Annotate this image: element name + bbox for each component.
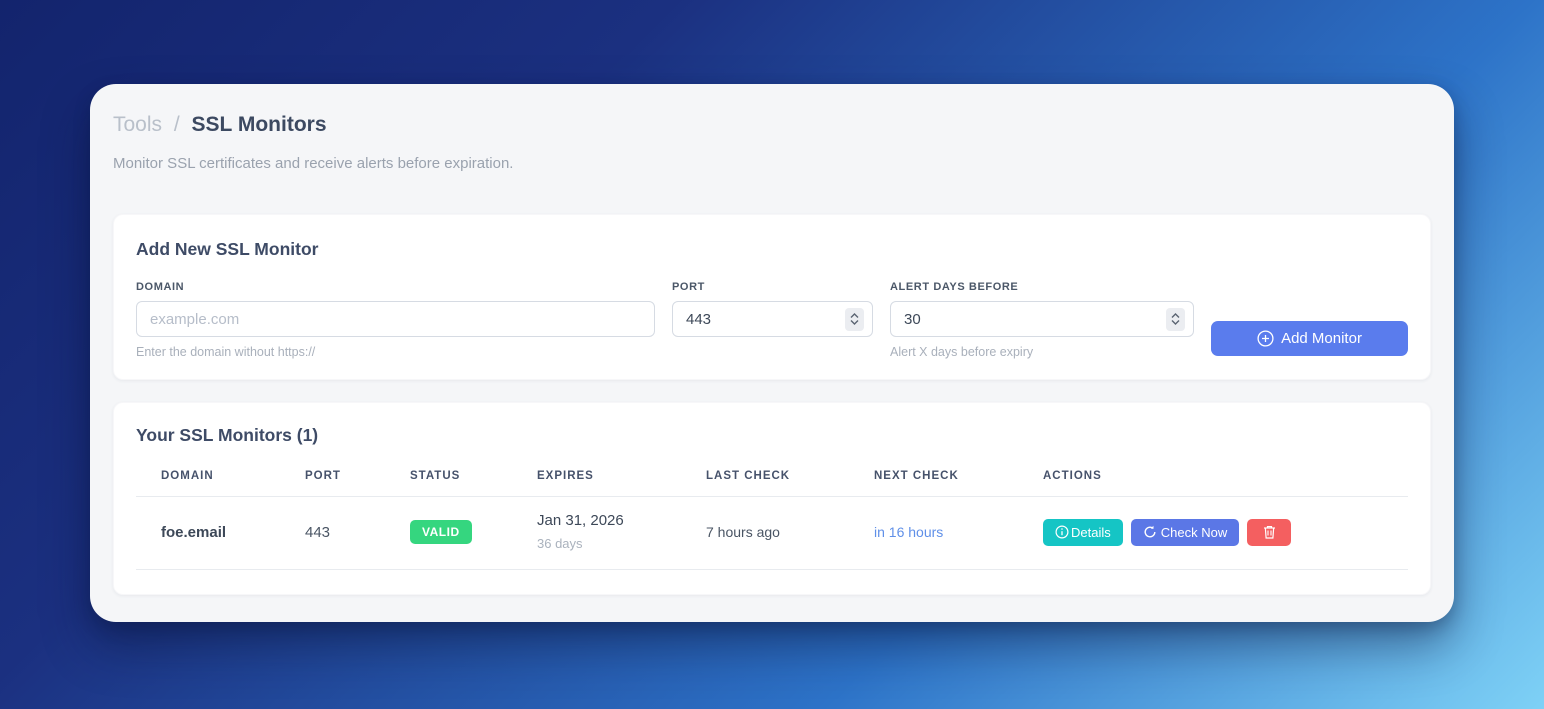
table-row: foe.email 443 VALID Jan 31, 2026 36 days… bbox=[136, 496, 1408, 570]
breadcrumb: Tools / SSL Monitors bbox=[113, 112, 1431, 138]
alert-days-input[interactable] bbox=[904, 310, 1166, 328]
check-now-button-label: Check Now bbox=[1160, 524, 1228, 540]
col-header-next-check: NEXT CHECK bbox=[874, 464, 1043, 497]
circle-plus-icon bbox=[1257, 330, 1274, 347]
col-header-port: PORT bbox=[305, 464, 410, 497]
row-expires-days: 36 days bbox=[537, 536, 583, 551]
alert-days-help-text: Alert X days before expiry bbox=[890, 345, 1034, 359]
row-actions: Details Check Now bbox=[1043, 518, 1408, 546]
col-header-last-check: LAST CHECK bbox=[706, 464, 874, 497]
port-input[interactable] bbox=[686, 310, 845, 328]
details-button-label: Details bbox=[1071, 524, 1111, 540]
stepper-down-icon bbox=[1171, 320, 1180, 325]
row-next-check: in 16 hours bbox=[874, 496, 1043, 570]
row-last-check: 7 hours ago bbox=[706, 496, 874, 570]
stepper-down-icon bbox=[850, 320, 859, 325]
status-badge: VALID bbox=[410, 520, 472, 544]
col-header-actions: ACTIONS bbox=[1043, 464, 1408, 497]
details-button[interactable]: Details bbox=[1043, 518, 1123, 546]
add-monitor-button[interactable]: Add Monitor bbox=[1211, 321, 1408, 356]
monitors-table: DOMAIN PORT STATUS EXPIRES LAST CHECK NE… bbox=[136, 464, 1408, 570]
domain-help-text: Enter the domain without https:// bbox=[136, 345, 316, 359]
table-header-row: DOMAIN PORT STATUS EXPIRES LAST CHECK NE… bbox=[136, 464, 1408, 497]
breadcrumb-tools[interactable]: Tools bbox=[113, 113, 163, 136]
alert-days-field-group: ALERT DAYS BEFORE Alert X days before ex… bbox=[890, 281, 1194, 359]
port-stepper[interactable] bbox=[845, 307, 864, 331]
monitors-panel: Your SSL Monitors (1) DOMAIN PORT STATUS… bbox=[113, 402, 1431, 595]
add-monitor-form: DOMAIN Enter the domain without https://… bbox=[136, 281, 1408, 359]
domain-input[interactable] bbox=[150, 310, 646, 328]
port-label: PORT bbox=[672, 281, 705, 293]
row-expires-date: Jan 31, 2026 bbox=[537, 512, 624, 529]
monitors-title: Your SSL Monitors (1) bbox=[136, 425, 319, 445]
submit-wrap: Add Monitor bbox=[1211, 321, 1408, 356]
trash-icon bbox=[1263, 525, 1276, 539]
alert-days-stepper[interactable] bbox=[1166, 307, 1185, 331]
stepper-up-icon bbox=[850, 313, 859, 318]
col-header-expires: EXPIRES bbox=[537, 464, 706, 497]
col-header-domain: DOMAIN bbox=[136, 464, 305, 497]
domain-label: DOMAIN bbox=[136, 281, 185, 293]
row-domain: foe.email bbox=[136, 496, 305, 570]
check-now-button[interactable]: Check Now bbox=[1130, 518, 1240, 546]
page-subtitle: Monitor SSL certificates and receive ale… bbox=[113, 155, 514, 172]
row-port: 443 bbox=[305, 496, 410, 570]
add-monitor-title: Add New SSL Monitor bbox=[136, 239, 319, 259]
stepper-up-icon bbox=[1171, 313, 1180, 318]
port-field-group: PORT bbox=[672, 281, 873, 337]
col-header-status: STATUS bbox=[410, 464, 537, 497]
refresh-icon bbox=[1143, 525, 1157, 539]
delete-button[interactable] bbox=[1247, 518, 1292, 546]
main-card: Tools / SSL Monitors Monitor SSL certifi… bbox=[90, 84, 1454, 622]
info-circle-icon bbox=[1055, 525, 1069, 539]
page-title: SSL Monitors bbox=[191, 113, 327, 136]
alert-days-label: ALERT DAYS BEFORE bbox=[890, 281, 1019, 293]
domain-field-group: DOMAIN Enter the domain without https:// bbox=[136, 281, 655, 359]
breadcrumb-separator: / bbox=[168, 113, 186, 136]
add-monitor-panel: Add New SSL Monitor DOMAIN Enter the dom… bbox=[113, 214, 1431, 380]
add-monitor-button-label: Add Monitor bbox=[1281, 330, 1362, 347]
